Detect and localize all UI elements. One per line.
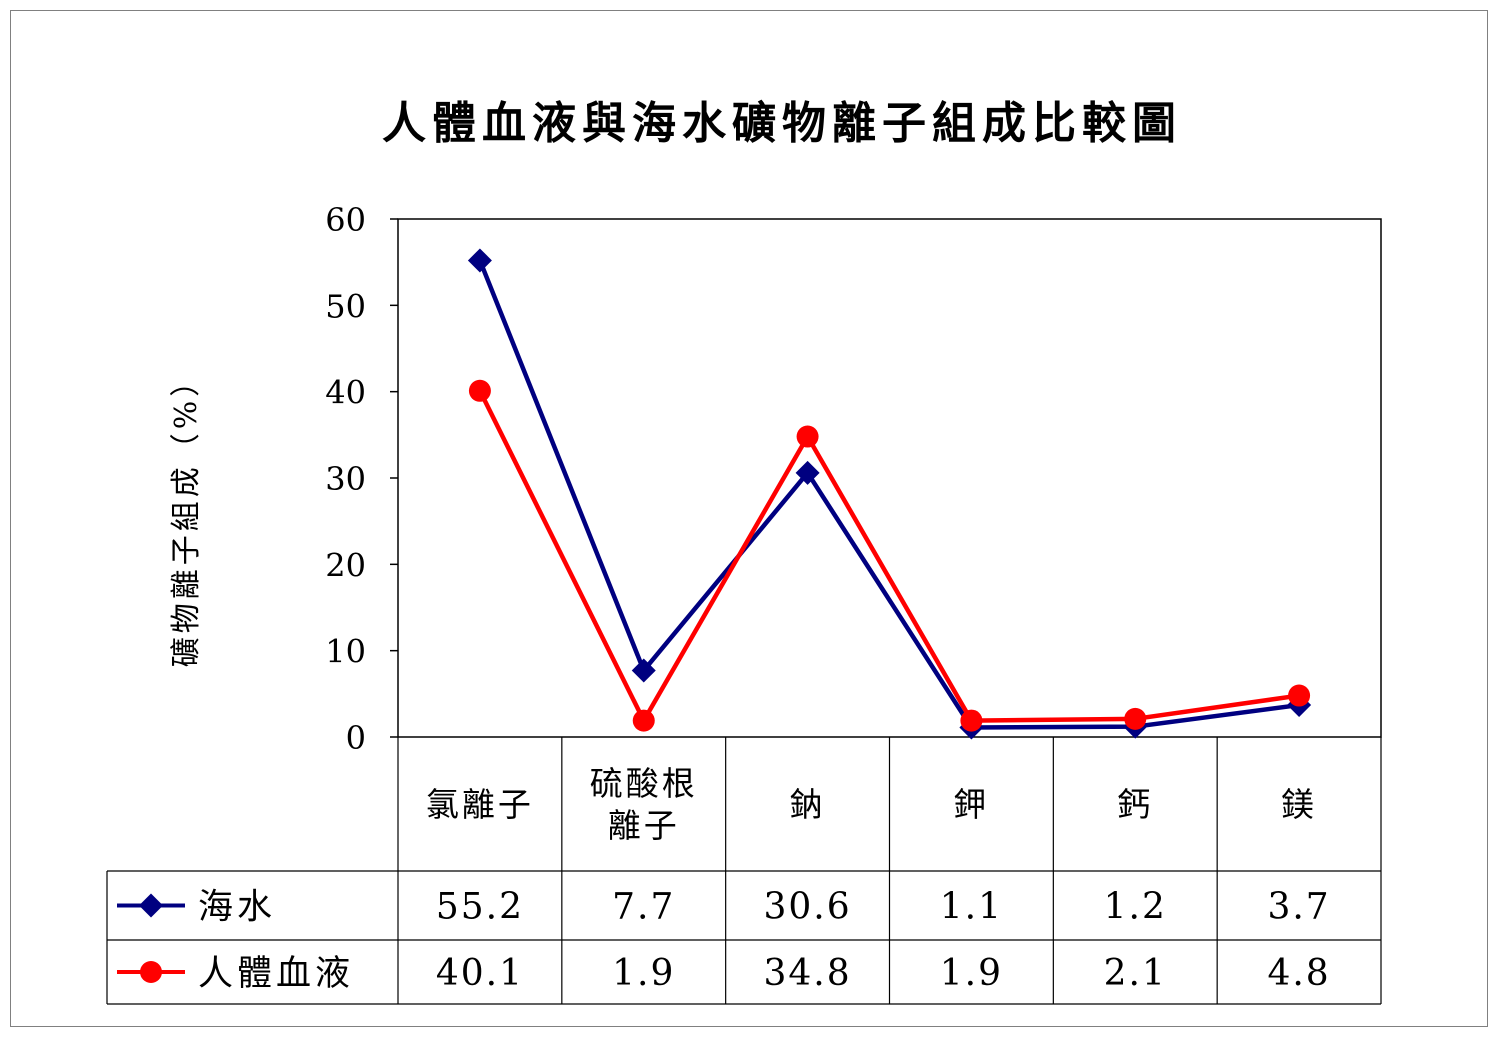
table-value: 1.9 bbox=[940, 953, 1003, 994]
legend-marker-circle bbox=[140, 961, 162, 983]
chart-title: 人體血液與海水礦物離子組成比較圖 bbox=[382, 98, 1182, 149]
data-point-circle bbox=[960, 709, 983, 732]
category-label: 鎂 bbox=[1281, 785, 1317, 824]
data-point-diamond bbox=[795, 460, 820, 485]
table-value: 40.1 bbox=[436, 953, 524, 994]
y-axis-label: 礦物離子組成（%） bbox=[169, 363, 204, 668]
series-line bbox=[477, 389, 1300, 726]
legend-marker-diamond bbox=[139, 893, 163, 918]
plot-area bbox=[397, 218, 1382, 738]
chart-frame bbox=[10, 10, 1488, 1027]
data-point-circle bbox=[632, 709, 655, 732]
category-label: 鈣 bbox=[1117, 785, 1153, 824]
data-point-circle bbox=[796, 425, 819, 448]
table-value: 1.9 bbox=[612, 953, 675, 994]
series-layer bbox=[467, 248, 1312, 740]
data-point-circle bbox=[468, 379, 491, 402]
table-value: 55.2 bbox=[436, 887, 524, 928]
data-point-circle bbox=[1288, 684, 1311, 707]
category-label: 鈉 bbox=[790, 785, 826, 824]
table-value: 7.7 bbox=[612, 887, 675, 928]
table-value: 2.1 bbox=[1104, 953, 1167, 994]
y-tick-label: 10 bbox=[325, 633, 366, 671]
series-name: 海水 bbox=[198, 888, 276, 928]
table-value: 34.8 bbox=[764, 953, 852, 994]
data-point-circle bbox=[1124, 707, 1147, 730]
y-tick-label: 60 bbox=[325, 201, 366, 239]
data-point-diamond bbox=[631, 658, 656, 683]
category-label: 鉀 bbox=[953, 785, 989, 824]
y-tick-labels: 0 10 20 30 40 50 60 bbox=[325, 201, 366, 757]
table-value: 1.2 bbox=[1104, 887, 1167, 928]
y-tick-label: 50 bbox=[325, 287, 366, 325]
category-label: 離子 bbox=[608, 806, 680, 845]
table-value: 1.1 bbox=[940, 887, 1003, 928]
series-line bbox=[477, 259, 1300, 730]
data-point-diamond bbox=[467, 248, 492, 273]
table-value: 4.8 bbox=[1267, 953, 1330, 994]
series-name: 人體血液 bbox=[198, 954, 354, 994]
y-tick-label: 0 bbox=[346, 719, 366, 757]
axes bbox=[390, 218, 1382, 738]
y-tick-label: 30 bbox=[325, 460, 366, 498]
y-tick-label: 40 bbox=[325, 374, 366, 412]
table-value: 3.7 bbox=[1267, 887, 1330, 928]
category-label: 硫酸根 bbox=[590, 764, 698, 803]
category-label: 氯離子 bbox=[426, 785, 534, 824]
y-tick-label: 20 bbox=[325, 546, 366, 584]
table-value: 30.6 bbox=[764, 887, 852, 928]
